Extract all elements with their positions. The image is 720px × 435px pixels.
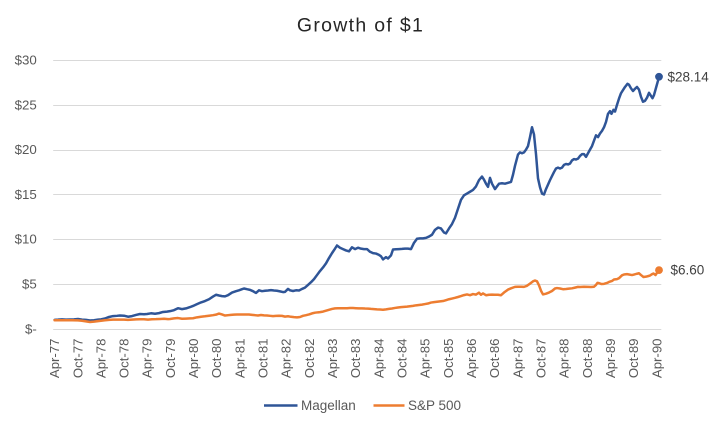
svg-text:Apr-80: Apr-80 — [186, 339, 201, 379]
svg-text:Oct-82: Oct-82 — [302, 339, 317, 379]
svg-text:$25: $25 — [15, 97, 37, 112]
svg-text:Oct-86: Oct-86 — [487, 339, 502, 379]
svg-text:Magellan: Magellan — [301, 398, 356, 413]
svg-text:$20: $20 — [15, 142, 37, 157]
svg-text:Apr-79: Apr-79 — [140, 339, 155, 379]
svg-text:$6.60: $6.60 — [671, 263, 705, 278]
svg-text:Oct-89: Oct-89 — [626, 339, 641, 379]
svg-text:Oct-80: Oct-80 — [209, 339, 224, 379]
svg-text:Oct-83: Oct-83 — [348, 339, 363, 379]
svg-text:Apr-77: Apr-77 — [47, 339, 62, 379]
svg-text:Apr-87: Apr-87 — [510, 339, 525, 379]
svg-text:Apr-84: Apr-84 — [371, 339, 386, 379]
svg-text:Apr-82: Apr-82 — [279, 339, 294, 379]
svg-text:$10: $10 — [15, 232, 37, 247]
svg-text:Apr-90: Apr-90 — [649, 339, 664, 379]
svg-text:Oct-79: Oct-79 — [163, 339, 178, 379]
svg-text:Oct-81: Oct-81 — [256, 339, 271, 379]
svg-text:Oct-85: Oct-85 — [441, 339, 456, 379]
svg-text:Oct-88: Oct-88 — [580, 339, 595, 379]
svg-text:Apr-85: Apr-85 — [418, 339, 433, 379]
svg-text:Oct-78: Oct-78 — [117, 339, 132, 379]
svg-text:S&P 500: S&P 500 — [408, 398, 461, 413]
svg-text:$5: $5 — [22, 277, 37, 292]
svg-text:Oct-77: Oct-77 — [70, 339, 85, 379]
svg-text:Apr-81: Apr-81 — [232, 339, 247, 379]
svg-text:Growth of $1: Growth of $1 — [297, 15, 424, 37]
svg-text:Oct-87: Oct-87 — [534, 339, 549, 379]
svg-text:Apr-83: Apr-83 — [325, 339, 340, 379]
svg-text:Oct-84: Oct-84 — [395, 339, 410, 379]
svg-text:$28.14: $28.14 — [668, 69, 710, 84]
svg-text:$30: $30 — [15, 53, 37, 68]
svg-text:Apr-89: Apr-89 — [603, 339, 618, 379]
svg-text:$15: $15 — [15, 187, 37, 202]
svg-text:Apr-88: Apr-88 — [557, 339, 572, 379]
svg-text:Apr-78: Apr-78 — [93, 339, 108, 379]
svg-text:$-: $- — [25, 321, 37, 336]
svg-text:Apr-86: Apr-86 — [464, 339, 479, 379]
